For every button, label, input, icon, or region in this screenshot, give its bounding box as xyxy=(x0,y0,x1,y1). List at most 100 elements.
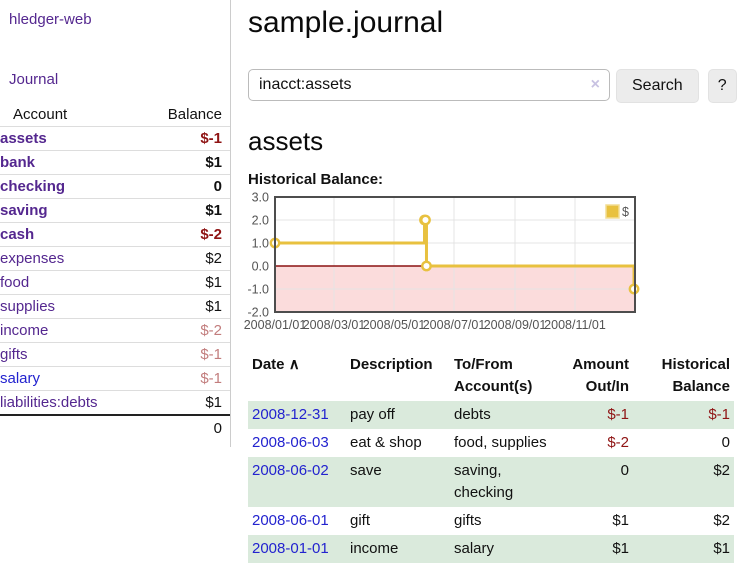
account-row: income $-2 xyxy=(0,319,230,343)
register-date-cell: 2008-06-02 xyxy=(248,457,346,507)
x-tick-label: 2008/09/01 xyxy=(484,318,547,332)
register-description-cell: eat & shop xyxy=(350,434,422,451)
x-tick-label: 2008/07/01 xyxy=(423,318,486,332)
account-link[interactable]: saving xyxy=(0,202,48,219)
register-accounts-cell: food, supplies xyxy=(454,434,547,451)
register-table: Date ∧ Description To/From Account(s) Am… xyxy=(248,351,734,563)
sidebar-item-journal[interactable]: Journal xyxy=(9,71,59,88)
date-link[interactable]: 2008-06-01 xyxy=(252,512,329,529)
data-point[interactable] xyxy=(421,260,432,272)
account-link[interactable]: income xyxy=(0,322,49,339)
accounts-table: Account Balance assets $-1 bank $1 checking 0… xyxy=(0,103,230,440)
account-balance: $-1 xyxy=(200,346,222,363)
account-title: assets xyxy=(248,126,324,156)
col-description: Description xyxy=(350,356,433,373)
register-row[interactable]: 2008-12-31 pay off debts $-1 $-1 xyxy=(248,401,734,429)
search-input[interactable] xyxy=(251,71,579,99)
y-tick-label: 1.0 xyxy=(252,237,269,251)
search-button[interactable]: Search xyxy=(616,69,699,103)
register-amount-cell: $1 xyxy=(612,512,629,529)
register-balance-cell: $2 xyxy=(713,462,730,479)
register-accounts-cell: salary xyxy=(454,540,495,557)
account-link[interactable]: cash xyxy=(0,226,35,243)
sidebar: hledger-web Journal Account Balance asse… xyxy=(0,0,231,447)
account-link[interactable]: liabilities:debts xyxy=(0,394,98,411)
x-tick-label: 2008/03/01 xyxy=(303,318,366,332)
register-header-row: Date ∧ Description To/From Account(s) Am… xyxy=(248,351,734,401)
accounts-total-row: 0 xyxy=(0,414,230,440)
register-row[interactable]: 2008-06-01 gift gifts $1 $2 xyxy=(248,507,734,535)
x-tick-label: 2008/11/01 xyxy=(544,318,606,332)
register-amount-cell: $-1 xyxy=(607,406,629,423)
register-description-cell: income xyxy=(350,540,399,557)
account-balance: $-1 xyxy=(200,130,222,147)
main-content: sample.journal × Search ? assets Histori… xyxy=(244,0,742,563)
y-tick-label: 3.0 xyxy=(252,191,269,205)
date-link[interactable]: 2008-06-03 xyxy=(252,434,329,451)
account-link[interactable]: assets xyxy=(0,130,47,147)
register-description-cell: gift xyxy=(350,512,371,529)
account-balance: $1 xyxy=(205,298,222,315)
register-balance-cell: 0 xyxy=(721,434,730,451)
date-link[interactable]: 2008-01-01 xyxy=(252,540,329,557)
account-link[interactable]: expenses xyxy=(0,250,65,267)
y-tick-label: -2.0 xyxy=(247,306,269,320)
col-accounts: To/From Account(s) xyxy=(454,356,533,395)
register-balance-cell: $1 xyxy=(713,540,730,557)
y-tick-label: 2.0 xyxy=(252,214,269,228)
sort-asc-icon: ∧ xyxy=(288,356,300,373)
col-date[interactable]: Date ∧ xyxy=(248,351,346,401)
register-balance-cell: $-1 xyxy=(708,406,730,423)
account-balance: $1 xyxy=(205,202,222,219)
account-balance: $1 xyxy=(205,154,222,171)
x-tick-label: 2008/01/01 xyxy=(244,318,307,332)
help-button[interactable]: ? xyxy=(707,69,737,103)
clear-search-icon[interactable]: × xyxy=(590,76,600,93)
app-title-link[interactable]: hledger-web xyxy=(9,11,92,28)
accounts-total-value: 0 xyxy=(140,414,230,440)
balance-chart-svg: $3.0 2.0 1.0 0.0 -1.0 -2.02008/01/012008/03/0… xyxy=(244,191,640,332)
page-title: sample.journal xyxy=(248,6,444,39)
register-amount-cell: $-2 xyxy=(607,434,629,451)
account-balance: $-1 xyxy=(200,370,222,387)
register-row[interactable]: 2008-06-03 eat & shop food, supplies $-2 0 xyxy=(248,429,734,457)
register-date-cell: 2008-12-31 xyxy=(248,401,346,429)
account-row: assets $-1 xyxy=(0,127,230,151)
register-date-cell: 2008-01-01 xyxy=(248,535,346,563)
account-row: food $1 xyxy=(0,271,230,295)
account-balance: $-2 xyxy=(200,226,222,243)
plot-border xyxy=(274,196,636,313)
account-row: saving $1 xyxy=(0,199,230,223)
register-date-cell: 2008-06-01 xyxy=(248,507,346,535)
accounts-header-account: Account xyxy=(0,103,141,127)
account-link[interactable]: bank xyxy=(0,154,36,171)
register-accounts-cell: saving, checking xyxy=(454,462,514,501)
account-balance: $1 xyxy=(205,274,222,291)
col-date-label: Date xyxy=(252,356,285,373)
register-row[interactable]: 2008-01-01 income salary $1 $1 xyxy=(248,535,734,563)
register-accounts-cell: gifts xyxy=(454,512,482,529)
account-link[interactable]: supplies xyxy=(0,298,56,315)
account-link[interactable]: salary xyxy=(0,370,41,387)
account-row: expenses $2 xyxy=(0,247,230,271)
account-balance: $-2 xyxy=(200,322,222,339)
account-link[interactable]: food xyxy=(0,274,30,291)
y-tick-label: 0.0 xyxy=(252,260,269,274)
legend-swatch xyxy=(605,204,620,219)
accounts-header-balance: Balance xyxy=(140,103,230,127)
legend-label: $ xyxy=(622,205,629,219)
register-description-cell: save xyxy=(350,462,382,479)
data-point[interactable] xyxy=(420,214,431,226)
account-link[interactable]: gifts xyxy=(0,346,28,363)
account-row: salary $-1 xyxy=(0,367,230,391)
account-row: liabilities:debts $1 xyxy=(0,391,230,416)
date-link[interactable]: 2008-12-31 xyxy=(252,406,329,423)
register-amount-cell: 0 xyxy=(620,462,629,479)
register-description-cell: pay off xyxy=(350,406,395,423)
register-row[interactable]: 2008-06-02 save saving, checking 0 $2 xyxy=(248,457,734,507)
col-amount: Amount Out/In xyxy=(572,356,629,395)
search-bar: × Search ? xyxy=(248,69,742,103)
account-link[interactable]: checking xyxy=(0,178,66,195)
y-tick-label: -1.0 xyxy=(247,283,269,297)
date-link[interactable]: 2008-06-02 xyxy=(252,462,329,479)
